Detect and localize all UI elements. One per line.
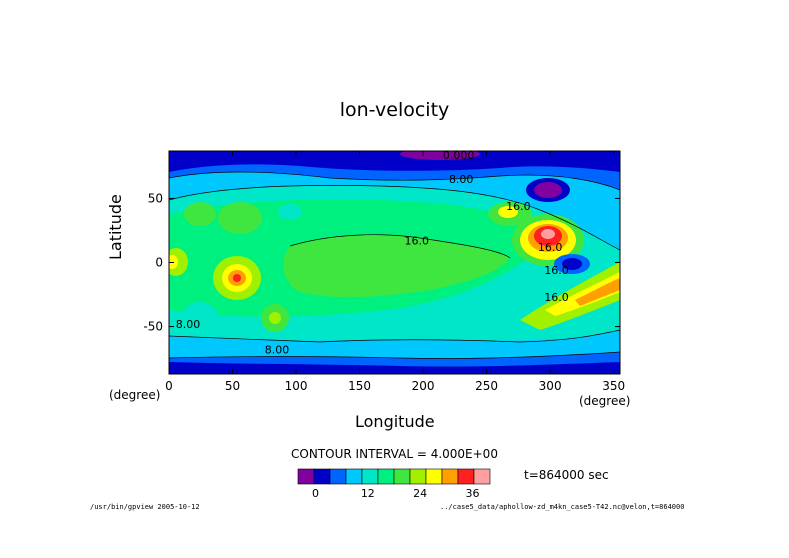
colorbar-swatch bbox=[361, 468, 379, 485]
band-central-bright bbox=[283, 234, 510, 298]
y-tick-label: 50 bbox=[148, 191, 163, 205]
contour-label: 16.0 bbox=[538, 241, 563, 254]
band-east-stripe-2 bbox=[545, 272, 620, 316]
x-axis-unit: (degree) bbox=[579, 394, 631, 408]
blob-purple-north bbox=[534, 182, 562, 198]
x-tick-label: 50 bbox=[225, 379, 240, 393]
chart-title: lon-velocity bbox=[339, 99, 450, 121]
contour-label-layer: 0.000 8.00 16.0 16.0 16.0 16.0 16.0 8.00 8.00 bbox=[176, 149, 569, 357]
band-east-stripe bbox=[520, 262, 620, 330]
y-axis-unit: (degree) bbox=[109, 388, 161, 402]
x-tick-label: 200 bbox=[412, 379, 435, 393]
colorbar-swatch bbox=[377, 468, 395, 485]
colorbar-swatch bbox=[345, 468, 363, 485]
colorbar-swatch bbox=[457, 468, 475, 485]
band-north-edge bbox=[169, 151, 620, 180]
colorbar-swatch bbox=[313, 468, 331, 485]
contour-interval-label: CONTOUR INTERVAL = 4.000E+00 bbox=[291, 447, 498, 461]
x-tick-label: 100 bbox=[285, 379, 308, 393]
blob-north-west-2 bbox=[184, 202, 216, 226]
y-axis-label-text: Latitude bbox=[106, 194, 125, 260]
colorbar-swatch bbox=[393, 468, 411, 485]
colorbar: 0 12 24 36 bbox=[297, 468, 491, 500]
contour-label: 8.00 bbox=[265, 344, 290, 357]
x-tick-label: 250 bbox=[475, 379, 498, 393]
blob-north-mid bbox=[278, 204, 302, 220]
colorbar-tick-label: 36 bbox=[466, 487, 480, 500]
blob-north-west bbox=[218, 202, 262, 234]
blob-east-cold-2 bbox=[562, 258, 582, 270]
y-tick-label: -50 bbox=[143, 320, 163, 334]
blob-south-mid-2 bbox=[269, 312, 281, 324]
x-axis-label: Longitude bbox=[355, 412, 435, 431]
contour-label: 16.0 bbox=[404, 235, 429, 248]
footer-right: ../case5_data/aphollow-zd_m4kn_case5-T42… bbox=[440, 503, 685, 511]
contour-label: 16.0 bbox=[506, 200, 531, 213]
x-tick-label: 350 bbox=[602, 379, 625, 393]
blob-purple-top bbox=[400, 151, 480, 160]
footer-left: /usr/bin/gpview 2005-10-12 bbox=[90, 503, 200, 511]
colorbar-swatch bbox=[409, 468, 427, 485]
blob-west-equator-4 bbox=[233, 274, 241, 282]
colorbar-swatch bbox=[297, 468, 315, 485]
band-north-light bbox=[169, 164, 620, 190]
blob-south-west bbox=[182, 302, 218, 334]
band-east-stripe-3 bbox=[575, 278, 620, 306]
colorbar-swatch bbox=[425, 468, 443, 485]
blob-east-yellow bbox=[498, 206, 518, 218]
contour-fill-layer bbox=[169, 151, 620, 374]
colorbar-swatch bbox=[473, 468, 491, 485]
contour-lines bbox=[169, 171, 620, 359]
contour-label: 8.00 bbox=[176, 318, 201, 331]
y-tick-label: 0 bbox=[155, 256, 163, 270]
colorbar-tick-label: 12 bbox=[361, 487, 375, 500]
band-south-light bbox=[169, 352, 620, 367]
x-tick-label: 300 bbox=[539, 379, 562, 393]
colorbar-tick-label: 0 bbox=[312, 487, 319, 500]
contour-label: 16.0 bbox=[544, 264, 569, 277]
colorbar-swatch bbox=[441, 468, 459, 485]
blob-west-edge bbox=[169, 248, 188, 276]
x-tick-label: 150 bbox=[348, 379, 371, 393]
time-annotation: t=864000 sec bbox=[524, 468, 609, 482]
y-axis-label: Latitude bbox=[106, 180, 125, 260]
x-axis-ticks: 0 50 100 150 200 250 300 350 bbox=[165, 151, 625, 393]
contour-label: 16.0 bbox=[544, 291, 569, 304]
blob-east-hot-5 bbox=[541, 229, 555, 239]
colorbar-tick-label: 24 bbox=[413, 487, 427, 500]
contour-label: 0.000 bbox=[443, 149, 475, 162]
contour-label: 8.00 bbox=[449, 173, 474, 186]
y-axis-ticks: 50 0 -50 bbox=[143, 191, 620, 334]
x-tick-label: 0 bbox=[165, 379, 173, 393]
colorbar-swatch bbox=[329, 468, 347, 485]
